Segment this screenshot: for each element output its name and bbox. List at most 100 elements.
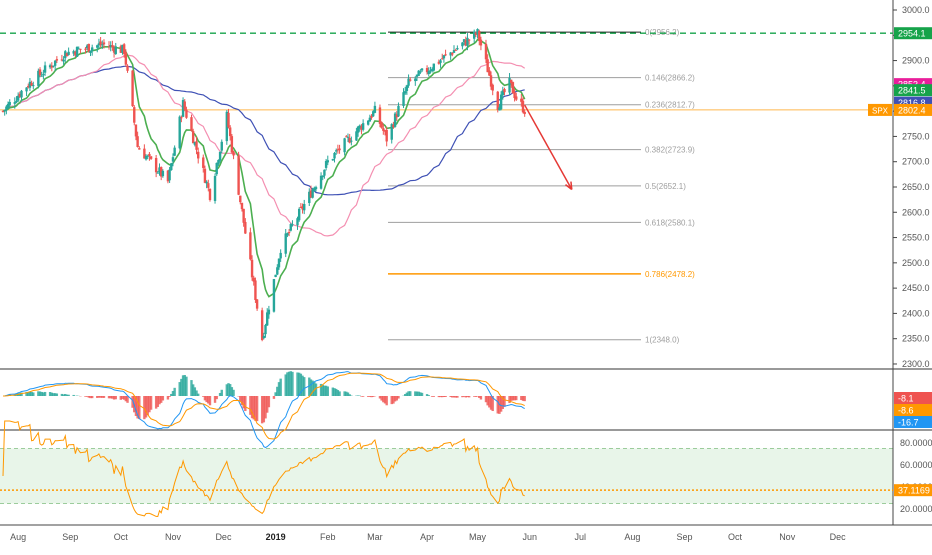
candle-body [441, 58, 443, 59]
macd-bar [150, 396, 152, 410]
macd-bar [327, 386, 329, 396]
time-axis-label: Oct [728, 532, 743, 542]
fib-level-label: 0.382(2723.9) [645, 146, 695, 155]
macd-bar [168, 396, 170, 397]
price-badge-label: 2841.5 [898, 86, 926, 96]
candle-body [126, 66, 128, 71]
candle-body [209, 189, 211, 200]
candle-body [39, 69, 41, 75]
macd-bar [256, 396, 258, 421]
macd-bar [56, 393, 58, 396]
price-badge-label: 2954.1 [898, 29, 926, 39]
macd-bar [397, 396, 399, 399]
rsi-tick-label: 60.0000 [900, 460, 932, 470]
time-axis-label: Aug [10, 532, 26, 542]
candle-body [466, 38, 468, 46]
candle-body [241, 203, 243, 209]
macd-bar [433, 396, 435, 397]
candle-body [451, 53, 453, 54]
candle-body [204, 169, 206, 183]
macd-bar [303, 377, 305, 396]
candle-body [485, 44, 487, 59]
candle-body [480, 40, 482, 46]
price-tick-label: 2600.0 [902, 207, 930, 217]
candle-body [303, 204, 305, 210]
macd-badge-label: -16.7 [898, 418, 919, 428]
candle-body [327, 160, 329, 162]
fib-level-label: 0.786(2478.2) [645, 270, 695, 279]
candle-body [214, 176, 216, 201]
candle-body [150, 156, 152, 159]
candle-body [322, 176, 324, 177]
candle-body [503, 89, 505, 92]
candle-body [79, 49, 81, 50]
candle-body [522, 101, 524, 112]
candle-body [231, 136, 233, 152]
candle-body [315, 187, 317, 189]
time-axis-label: Jun [522, 532, 537, 542]
candle-body [227, 113, 229, 127]
candle-body [207, 183, 209, 188]
candle-body [20, 91, 22, 98]
time-axis-label: Sep [62, 532, 78, 542]
time-axis-label: Mar [367, 532, 383, 542]
time-axis-label: Nov [165, 532, 182, 542]
macd-bar [72, 395, 74, 396]
candle-body [261, 310, 263, 340]
candle-body [523, 112, 525, 114]
candle-body [131, 71, 133, 107]
macd-bar [523, 396, 525, 401]
candle-body [456, 48, 458, 49]
candle-body [333, 153, 335, 159]
fib-level-label: 0.5(2652.1) [645, 182, 686, 191]
macd-bar [268, 396, 270, 407]
time-axis-label: May [469, 532, 487, 542]
macd-bar [244, 396, 246, 411]
candle-body [229, 127, 231, 136]
price-tick-label: 2550.0 [902, 233, 930, 243]
candle-body [185, 110, 187, 118]
rsi-tick-label: 80.0000 [900, 438, 932, 448]
candle-body [285, 233, 287, 253]
macd-bar [503, 396, 505, 407]
macd-bar [279, 379, 281, 396]
candle-body [374, 106, 376, 113]
macd-bar [428, 395, 430, 396]
candle-body [444, 54, 446, 55]
price-tick-label: 2400.0 [902, 308, 930, 318]
price-tick-label: 3000.0 [902, 5, 930, 15]
macd-bar [291, 372, 293, 396]
macd-bar [456, 396, 458, 398]
time-axis-label: Sep [677, 532, 693, 542]
price-tick-label: 2500.0 [902, 258, 930, 268]
projection-arrow-line [525, 105, 572, 189]
macd-bar [232, 390, 234, 396]
candle-body [488, 70, 490, 75]
candle-body [291, 224, 293, 225]
fib-level-label: 1(2348.0) [645, 336, 680, 345]
candle-body [273, 279, 275, 312]
candle-body [42, 74, 44, 75]
time-axis-label: Oct [114, 532, 129, 542]
candle-body [288, 232, 290, 233]
candle-body [332, 159, 334, 160]
candle-body [335, 150, 337, 151]
macd-bar [421, 393, 423, 396]
candle-body [157, 173, 159, 174]
candle-body [168, 170, 170, 181]
time-axis-label: Apr [420, 532, 434, 542]
macd-bar [515, 396, 517, 400]
candle-body [84, 49, 86, 50]
candle-body [369, 118, 371, 122]
candle-body [41, 76, 43, 77]
price-tick-label: 2300.0 [902, 359, 930, 369]
candle-body [397, 106, 399, 116]
price-tick-label: 2450.0 [902, 283, 930, 293]
candle-body [433, 64, 435, 71]
candle-body [136, 136, 138, 147]
ma-slow-line [3, 66, 525, 195]
macd-bar [468, 396, 470, 397]
candles-group [2, 28, 526, 341]
